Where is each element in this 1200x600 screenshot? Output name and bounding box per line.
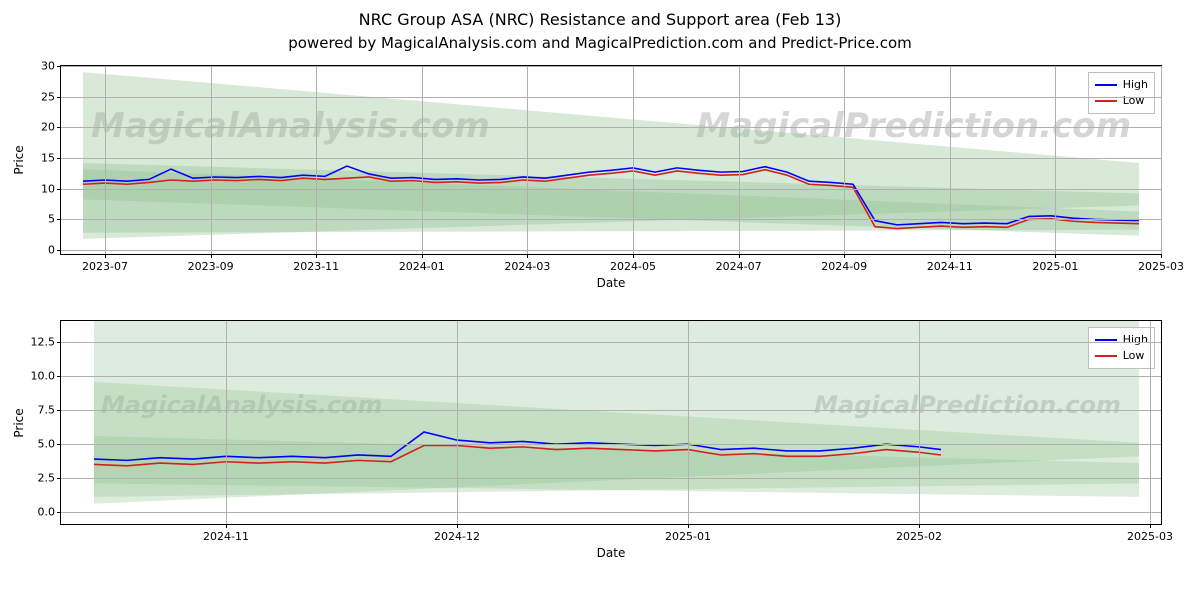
- legend-label-high: High: [1123, 332, 1148, 348]
- chart-subtitle: powered by MagicalAnalysis.com and Magic…: [0, 34, 1200, 52]
- x-tick-label: 2023-11: [293, 260, 339, 273]
- chart-title: NRC Group ASA (NRC) Resistance and Suppo…: [0, 10, 1200, 29]
- chart-panel-bottom: MagicalAnalysis.com MagicalPrediction.co…: [60, 320, 1162, 525]
- x-tick-label: 2025-03: [1138, 260, 1184, 273]
- x-tick-label: 2024-03: [504, 260, 550, 273]
- x-axis-label: Date: [597, 276, 626, 290]
- x-tick-label: 2024-11: [203, 530, 249, 543]
- x-tick-label: 2025-03: [1127, 530, 1173, 543]
- legend-item-high: High: [1095, 332, 1148, 348]
- legend-swatch-low: [1095, 100, 1117, 102]
- x-tick-label: 2025-01: [1032, 260, 1078, 273]
- x-tick-label: 2023-09: [188, 260, 234, 273]
- y-tick-label: 25: [41, 90, 55, 103]
- chart-panel-top: MagicalAnalysis.com MagicalPrediction.co…: [60, 65, 1162, 255]
- y-tick-label: 20: [41, 121, 55, 134]
- legend: High Low: [1088, 72, 1155, 114]
- y-tick-label: 15: [41, 151, 55, 164]
- chart-svg: [61, 66, 1161, 254]
- x-tick-label: 2024-07: [716, 260, 762, 273]
- y-tick-label: 0: [48, 243, 55, 256]
- y-tick-label: 5: [48, 213, 55, 226]
- y-tick-label: 7.5: [38, 403, 56, 416]
- y-tick-label: 2.5: [38, 472, 56, 485]
- figure: NRC Group ASA (NRC) Resistance and Suppo…: [0, 0, 1200, 600]
- y-tick-label: 5.0: [38, 438, 56, 451]
- x-tick-label: 2024-09: [821, 260, 867, 273]
- legend-swatch-low: [1095, 355, 1117, 357]
- x-tick-label: 2024-12: [434, 530, 480, 543]
- y-tick-label: 12.5: [31, 335, 56, 348]
- y-tick-label: 10.0: [31, 369, 56, 382]
- legend-item-low: Low: [1095, 348, 1148, 364]
- x-tick-label: 2024-11: [927, 260, 973, 273]
- legend-item-high: High: [1095, 77, 1148, 93]
- legend-label-low: Low: [1123, 93, 1145, 109]
- legend-swatch-high: [1095, 84, 1117, 86]
- legend: High Low: [1088, 327, 1155, 369]
- x-tick-label: 2024-01: [399, 260, 445, 273]
- y-tick-label: 10: [41, 182, 55, 195]
- x-tick-label: 2025-02: [896, 530, 942, 543]
- y-tick-label: 30: [41, 60, 55, 73]
- x-tick-label: 2023-07: [82, 260, 128, 273]
- y-axis-label: Price: [12, 408, 26, 437]
- legend-label-high: High: [1123, 77, 1148, 93]
- x-axis-label: Date: [597, 546, 626, 560]
- legend-label-low: Low: [1123, 348, 1145, 364]
- x-tick-label: 2025-01: [665, 530, 711, 543]
- y-tick-label: 0.0: [38, 506, 56, 519]
- y-axis-label: Price: [12, 145, 26, 174]
- legend-item-low: Low: [1095, 93, 1148, 109]
- x-tick-label: 2024-05: [610, 260, 656, 273]
